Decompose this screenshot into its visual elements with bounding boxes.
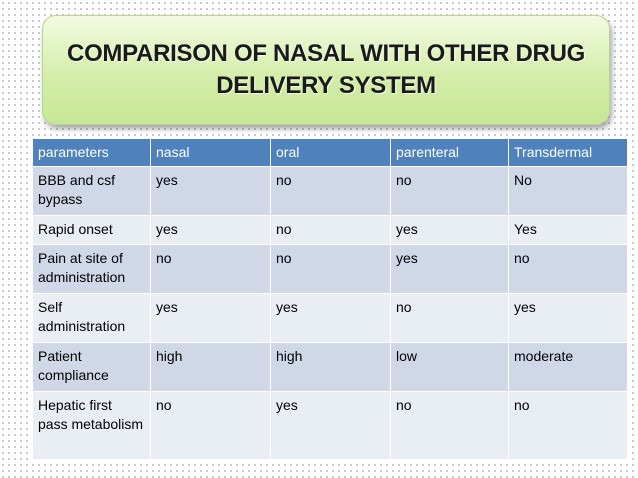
table-cell: no	[150, 391, 271, 460]
table-cell: No	[508, 166, 628, 216]
row-label: Hepatic first pass metabolism	[32, 391, 151, 460]
row-label: Rapid onset	[32, 215, 151, 245]
row-label: BBB and csf bypass	[32, 166, 151, 216]
table-row: Pain at site of administration no no yes no	[32, 244, 628, 294]
table-cell: no	[390, 391, 509, 460]
table-cell: yes	[150, 166, 271, 216]
table-cell: no	[150, 244, 271, 294]
table-cell: no	[270, 244, 391, 294]
table-row: Patient compliance high high low moderate	[32, 342, 628, 392]
table-cell: no	[390, 293, 509, 343]
column-header: parameters	[32, 138, 151, 167]
table-row: Rapid onset yes no yes Yes	[32, 215, 628, 245]
table-cell: high	[270, 342, 391, 392]
table-cell: low	[390, 342, 509, 392]
table-row: BBB and csf bypass yes no no No	[32, 166, 628, 216]
table-cell: no	[508, 391, 628, 460]
table-cell: yes	[390, 244, 509, 294]
title-box: COMPARISON OF NASAL WITH OTHER DRUG DELI…	[42, 15, 610, 125]
table-cell: no	[270, 215, 391, 245]
row-label: Self administration	[32, 293, 151, 343]
column-header: nasal	[150, 138, 271, 167]
table-row: Self administration yes yes no yes	[32, 293, 628, 343]
column-header: oral	[270, 138, 391, 167]
column-header: parenteral	[390, 138, 509, 167]
slide-title: COMPARISON OF NASAL WITH OTHER DRUG DELI…	[67, 40, 585, 99]
comparison-table: parameters nasal oral parenteral Transdermal…	[32, 138, 628, 460]
table-body: BBB and csf bypass yes no no No Rapid onset ye…	[32, 166, 628, 460]
table-cell: no	[390, 166, 509, 216]
table-cell: yes	[150, 293, 271, 343]
table-cell: high	[150, 342, 271, 392]
table-cell: Yes	[508, 215, 628, 245]
table-cell: moderate	[508, 342, 628, 392]
row-label: Patient compliance	[32, 342, 151, 392]
table-cell: yes	[508, 293, 628, 343]
column-header: Transdermal	[508, 138, 628, 167]
table-cell: yes	[150, 215, 271, 245]
row-label: Pain at site of administration	[32, 244, 151, 294]
table-cell: yes	[390, 215, 509, 245]
table-cell: no	[270, 166, 391, 216]
table-row: Hepatic first pass metabolism no yes no no	[32, 391, 628, 460]
header-row: parameters nasal oral parenteral Transdermal	[32, 138, 628, 167]
table-cell: no	[508, 244, 628, 294]
table-cell: yes	[270, 391, 391, 460]
table-cell: yes	[270, 293, 391, 343]
